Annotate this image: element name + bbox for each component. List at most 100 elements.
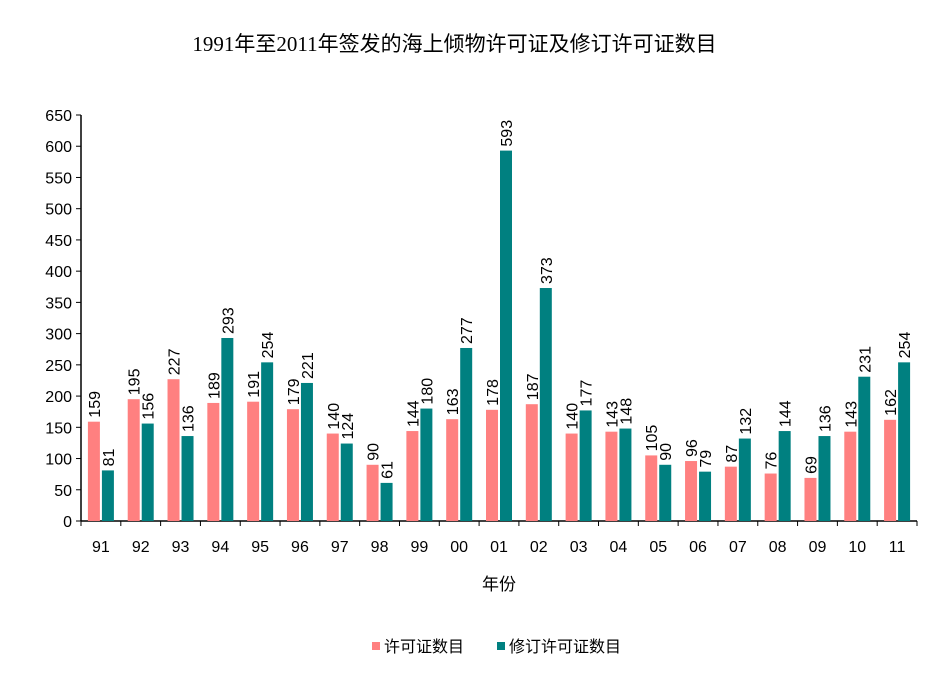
bar-permits [446,419,459,521]
bar-permits [286,409,299,521]
bar-permits [167,379,180,521]
x-tick-label: 07 [729,539,747,556]
data-label: 277 [459,317,476,344]
data-label: 191 [246,371,263,398]
bar-revised-permits [340,443,353,521]
bar-permits [366,464,379,521]
x-tick-label: 94 [211,539,229,556]
x-tick-label: 10 [848,539,866,556]
y-tick-label: 200 [45,389,72,406]
chart-title: 1991年至2011年签发的海上倾物许可证及修订许可证数目 [0,28,939,58]
data-label: 140 [565,403,582,430]
bar-permits [724,466,737,521]
data-label: 231 [857,346,874,373]
bar-revised-permits [699,471,712,521]
bar-permits [525,404,538,521]
chart-title-text: 1991年至2011年签发的海上倾物许可证及修订许可证数目 [192,32,717,56]
data-label: 221 [300,352,317,379]
bar-permits [127,399,140,521]
bar-permits [565,433,578,521]
x-tick-label: 95 [251,539,269,556]
data-label: 132 [738,408,755,435]
bar-revised-permits [858,376,871,521]
y-tick-label: 150 [45,420,72,437]
y-tick-label: 450 [45,233,72,250]
data-label: 189 [206,372,223,399]
x-tick-label: 92 [132,539,150,556]
x-tick-label: 09 [809,539,827,556]
data-label: 180 [419,378,436,405]
bar-revised-permits [300,382,313,521]
data-label: 159 [87,391,104,418]
bar-permits [326,433,339,521]
x-tick-label: 05 [649,539,667,556]
x-tick-label: 03 [570,539,588,556]
data-label: 254 [260,332,277,359]
data-label: 61 [380,461,397,479]
y-tick-label: 250 [45,358,72,375]
data-label: 177 [579,380,596,407]
bar-permits [406,431,419,521]
bar-permits [685,461,698,521]
bar-permits [764,473,777,521]
bar-revised-permits [818,436,831,521]
x-tick-label: 97 [331,539,349,556]
y-tick-label: 350 [45,295,72,312]
data-label: 373 [539,257,556,284]
y-tick-label: 500 [45,202,72,219]
bar-permits [844,431,857,521]
data-label: 76 [764,452,781,470]
x-tick-label: 99 [410,539,428,556]
bar-permits [645,455,658,521]
x-tick-label: 00 [450,539,468,556]
bar-permits [884,419,897,521]
legend-label: 修订许可证数目 [509,638,621,656]
legend-label: 许可证数目 [384,638,464,656]
y-tick-label: 0 [63,514,72,531]
x-tick-label: 98 [371,539,389,556]
data-label: 187 [525,373,542,400]
data-label: 144 [778,400,795,427]
data-label: 90 [366,443,383,461]
x-tick-label: 04 [610,539,628,556]
legend-swatch [372,642,380,650]
x-tick-label: 96 [291,539,309,556]
data-label: 293 [220,307,237,334]
data-label: 227 [167,348,184,375]
bar-revised-permits [619,428,632,521]
y-tick-label: 650 [45,108,72,125]
data-label: 144 [405,400,422,427]
bar-revised-permits [221,337,234,521]
x-tick-label: 93 [172,539,190,556]
bar-revised-permits [659,464,672,521]
data-label: 105 [644,425,661,452]
bar-revised-permits [539,288,552,521]
data-label: 140 [326,403,343,430]
data-label: 156 [141,393,158,420]
data-label: 143 [843,401,860,428]
bar-permits [207,402,220,521]
bar-permits [486,409,498,521]
bar-revised-permits [101,470,114,521]
y-tick-label: 400 [45,264,72,281]
bar-permits [247,401,260,521]
bar-revised-permits [181,436,194,521]
data-label: 81 [101,449,118,467]
data-label: 593 [499,120,516,147]
x-tick-label: 06 [689,539,707,556]
data-label: 162 [883,389,900,416]
y-tick-label: 600 [45,139,72,156]
data-label: 179 [286,378,303,405]
bar-revised-permits [778,431,791,521]
bar-revised-permits [261,362,274,521]
y-tick-label: 50 [54,483,72,500]
x-tick-label: 01 [490,539,508,556]
data-label: 136 [181,405,198,432]
data-label: 136 [817,405,834,432]
data-label: 87 [724,445,741,463]
x-tick-label: 02 [530,539,548,556]
data-label: 178 [485,379,502,406]
y-tick-label: 550 [45,170,72,187]
bar-revised-permits [579,410,592,521]
